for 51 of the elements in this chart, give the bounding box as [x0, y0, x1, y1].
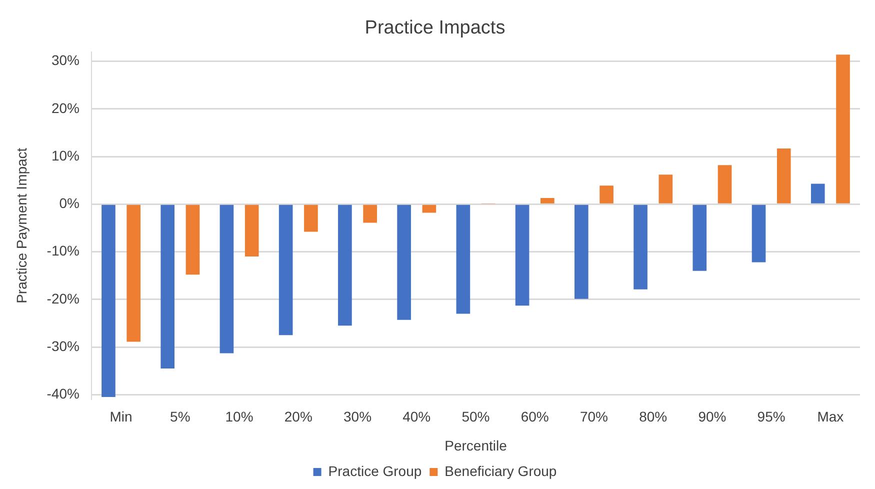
- x-tick-label: 20%: [284, 408, 312, 425]
- bar: [600, 186, 614, 204]
- x-tick-label: 90%: [698, 408, 726, 425]
- x-tick-label: 95%: [757, 408, 786, 425]
- bar: [574, 204, 588, 299]
- y-tick-label: -20%: [46, 290, 80, 306]
- bar: [220, 204, 234, 354]
- bar: [278, 204, 293, 336]
- x-tick-label: Min: [110, 408, 132, 425]
- x-tick-label: 60%: [520, 408, 549, 425]
- x-tick-label: 70%: [580, 408, 608, 425]
- bar: [422, 204, 436, 213]
- legend-label: Practice Group: [328, 462, 422, 479]
- x-tick-label: 40%: [402, 408, 431, 425]
- bar: [102, 204, 116, 398]
- bar: [160, 204, 175, 368]
- bar: [186, 204, 200, 275]
- bar: [658, 174, 673, 204]
- y-tick-label: 0%: [59, 195, 80, 212]
- bar: [692, 204, 707, 271]
- bar: [363, 204, 377, 223]
- bar: [776, 148, 791, 204]
- bar: [634, 204, 648, 290]
- bar: [126, 204, 141, 342]
- bar: [752, 204, 766, 262]
- bar: [456, 204, 470, 314]
- y-tick-label: 30%: [51, 52, 80, 68]
- bar: [304, 204, 318, 232]
- y-tick-label: 20%: [51, 100, 80, 116]
- bar: [810, 184, 825, 204]
- x-tick-label: 50%: [462, 408, 490, 425]
- bar: [338, 204, 352, 326]
- y-tick-label: -40%: [46, 386, 80, 402]
- y-tick-label: -10%: [46, 242, 80, 259]
- y-tick-label: 10%: [51, 147, 80, 164]
- x-tick-label: 10%: [225, 408, 254, 425]
- x-tick-label: 80%: [639, 408, 668, 425]
- x-tick-label: Max: [817, 408, 844, 425]
- chart-title: Practice Impacts: [364, 18, 506, 39]
- bar: [397, 204, 411, 320]
- bar: [718, 165, 732, 204]
- y-tick-label: -30%: [46, 338, 80, 354]
- x-tick-label: 5%: [170, 408, 190, 425]
- x-tick-label: 30%: [343, 408, 372, 425]
- bar: [836, 54, 850, 204]
- bar: [515, 204, 530, 306]
- legend-label: Beneficiary Group: [444, 462, 557, 479]
- bar: [244, 204, 259, 257]
- x-axis-title: Percentile: [444, 437, 508, 454]
- y-axis-title: Practice Payment Impact: [13, 148, 30, 304]
- bar: [540, 198, 554, 204]
